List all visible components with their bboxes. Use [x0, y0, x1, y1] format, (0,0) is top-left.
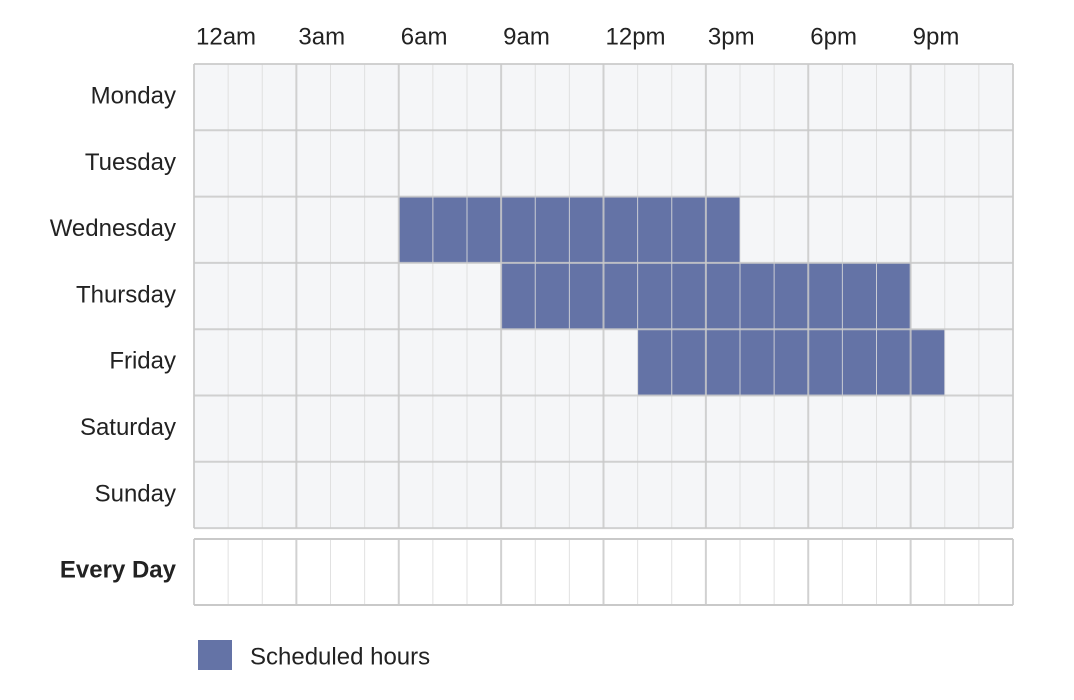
day-label: Tuesday — [85, 149, 176, 176]
hour-label: 12pm — [606, 23, 666, 50]
day-label: Saturday — [80, 414, 176, 441]
hour-label: 6am — [401, 23, 448, 50]
hour-label: 3pm — [708, 23, 755, 50]
hour-label: 3am — [298, 23, 345, 50]
day-label: Wednesday — [50, 215, 176, 242]
hour-label: 9am — [503, 23, 550, 50]
day-label: Thursday — [76, 281, 176, 308]
hour-label: 6pm — [810, 23, 857, 50]
scheduled-block — [637, 329, 945, 396]
day-label: Monday — [91, 82, 176, 109]
every-day-label: Every Day — [60, 556, 177, 583]
day-label: Friday — [109, 348, 176, 375]
hour-label: 12am — [196, 23, 256, 50]
day-label: Sunday — [95, 480, 176, 507]
legend-label: Scheduled hours — [250, 643, 430, 670]
hour-label: 9pm — [913, 23, 960, 50]
legend-swatch — [198, 640, 232, 670]
